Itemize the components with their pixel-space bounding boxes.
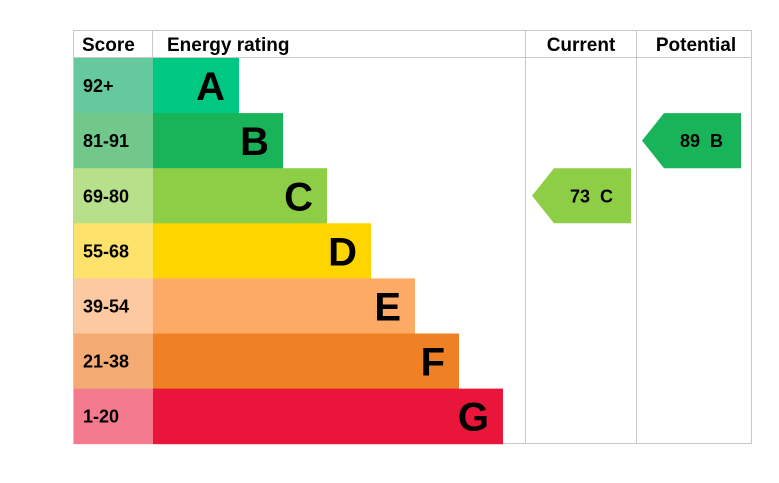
rating-letter-c: C <box>284 175 313 219</box>
band-row-g: 1-20 G <box>74 388 503 445</box>
score-range-e: 39-54 <box>83 296 129 316</box>
score-cell-g <box>74 388 153 445</box>
score-header: Score <box>82 35 135 56</box>
score-cell-c <box>74 168 153 224</box>
current-header: Current <box>547 35 616 56</box>
band-row-e: 39-54 E <box>74 278 415 334</box>
score-range-f: 21-38 <box>83 352 129 372</box>
rating-bar-a <box>153 58 239 114</box>
band-row-c: 69-80 C <box>74 168 327 224</box>
current-rating-arrow-shape <box>532 168 631 224</box>
rating-letter-g: G <box>458 396 489 440</box>
rating-bar-c <box>153 168 327 224</box>
score-range-b: 81-91 <box>83 131 129 151</box>
potential-rating-arrow-label: 89 B <box>680 131 723 151</box>
score-cell-e <box>74 278 153 334</box>
current-rating-arrow: 73 C <box>532 168 631 224</box>
potential-rating-arrow-shape <box>642 113 741 169</box>
band-row-d: 55-68 D <box>74 223 371 279</box>
band-row-a: 92+ A <box>74 58 239 114</box>
rating-letter-a: A <box>196 65 225 109</box>
band-row-f: 21-38 F <box>74 333 459 390</box>
rating-letter-b: B <box>240 120 269 164</box>
rating-bar-g <box>153 388 503 445</box>
score-cell-b <box>74 113 153 169</box>
score-cell-a <box>74 58 153 114</box>
rating-bar-d <box>153 223 371 279</box>
score-cell-f <box>74 333 153 390</box>
score-range-d: 55-68 <box>83 241 129 261</box>
potential-header: Potential <box>656 35 736 56</box>
rating-letter-f: F <box>421 341 445 385</box>
rating-arrows: 73 C 89 B <box>532 113 741 224</box>
score-range-a: 92+ <box>83 76 114 96</box>
score-cell-d <box>74 223 153 279</box>
score-range-g: 1-20 <box>83 407 119 427</box>
potential-rating-arrow: 89 B <box>642 113 741 169</box>
rating-letter-d: D <box>328 230 357 274</box>
rating-letter-e: E <box>374 285 401 329</box>
energy-rating-header: Energy rating <box>167 35 289 56</box>
rating-bands: 92+ A 81-91 B 69-80 C 55-68 D 39-54 E 21-38 F 1-20 G <box>74 58 503 445</box>
score-range-c: 69-80 <box>83 186 129 206</box>
rating-bar-f <box>153 333 459 390</box>
rating-bar-b <box>153 113 283 169</box>
rating-bar-e <box>153 278 415 334</box>
current-rating-arrow-label: 73 C <box>570 186 613 206</box>
band-row-b: 81-91 B <box>74 113 283 169</box>
